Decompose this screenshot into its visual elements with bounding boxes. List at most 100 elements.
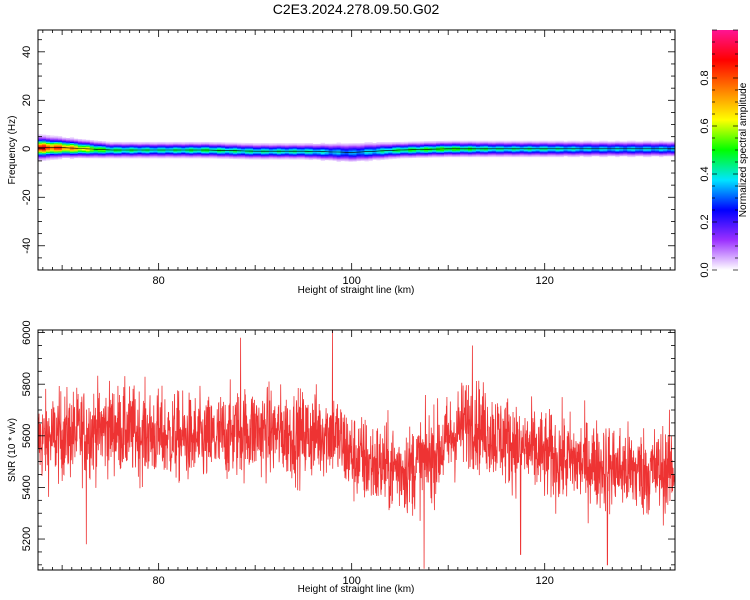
spectral-cell: [503, 140, 509, 142]
spectral-cell: [272, 153, 278, 156]
spectral-cell: [117, 148, 122, 150]
spectral-cell: [304, 147, 310, 149]
spectral-cell: [487, 151, 493, 153]
spectral-cell: [372, 153, 377, 155]
spectral-cell: [320, 156, 325, 158]
spectral-cell: [467, 149, 473, 151]
spectral-cell: [575, 155, 580, 158]
spectral-cell: [591, 151, 596, 153]
spectral-cell: [483, 140, 489, 142]
spectral-cell: [49, 154, 55, 157]
spectral-cell: [57, 146, 63, 148]
spectral-cell: [507, 155, 513, 158]
spectral-cell: [495, 150, 501, 152]
spectral-cell: [332, 144, 337, 147]
spectral-cell: [316, 149, 321, 151]
spectral-cell: [197, 150, 202, 152]
spectral-cell: [93, 144, 99, 146]
spectral-cell: [428, 144, 433, 146]
spectral-cell: [352, 146, 357, 149]
spectral-cell: [280, 144, 286, 147]
spectral-cell: [392, 141, 397, 144]
spectral-cell: [260, 151, 266, 153]
spectral-cell: [523, 140, 528, 142]
spectral-cell: [296, 149, 302, 151]
spectral-cell: [428, 143, 433, 146]
spectral-cell: [161, 157, 166, 159]
spectral-cell: [41, 135, 47, 138]
spectral-cell: [125, 150, 130, 152]
spectral-cell: [69, 152, 75, 154]
spectral-cell: [543, 151, 548, 153]
spectral-cell: [177, 152, 182, 154]
spectral-cell: [587, 147, 592, 150]
spectral-cell: [364, 147, 369, 149]
spectral-cell: [412, 155, 417, 157]
spectral-cell: [85, 140, 91, 143]
spectral-cell: [280, 147, 286, 149]
spectral-cell: [475, 140, 481, 142]
spectral-cell: [479, 152, 485, 154]
spectral-cell: [113, 142, 118, 145]
spectral-cell: [177, 154, 182, 156]
spectral-cell: [547, 146, 552, 148]
spectral-cell: [571, 140, 576, 142]
spectral-cell: [392, 142, 397, 145]
spectral-cell: [288, 147, 294, 149]
spectral-cell: [77, 149, 83, 151]
spectral-cell: [189, 150, 194, 152]
spectral-cell: [312, 155, 317, 157]
spectral-cell: [535, 151, 540, 153]
spectral-cell: [475, 143, 481, 145]
spectral-cell: [69, 138, 75, 140]
spectral-cell: [487, 140, 493, 142]
spectral-cell: [651, 147, 656, 149]
spectral-cell: [268, 154, 274, 156]
spectral-cell: [81, 140, 87, 142]
spectral-cell: [535, 145, 540, 147]
spectral-cell: [595, 143, 600, 145]
spectral-cell: [651, 141, 656, 143]
spectral-cell: [555, 145, 560, 147]
spectral-cell: [101, 141, 106, 143]
spectral-cell: [416, 141, 421, 143]
spectral-cell: [320, 151, 325, 153]
spectral-cell: [631, 151, 636, 153]
spectral-cell: [631, 145, 636, 147]
spectral-cell: [460, 153, 465, 155]
spectral-cell: [424, 147, 429, 149]
spectral-cell: [69, 153, 75, 155]
spectral-cell: [157, 142, 162, 145]
spectral-cell: [292, 157, 298, 159]
spectral-cell: [229, 147, 234, 150]
spectral-cell: [619, 150, 624, 152]
spectral-cell: [531, 147, 536, 150]
spectral-cell: [400, 156, 405, 158]
spectral-cell: [547, 141, 552, 143]
spectral-cell: [157, 154, 162, 156]
spectral-cell: [456, 154, 461, 156]
spectral-cell: [125, 154, 130, 156]
spectral-cell: [499, 150, 505, 152]
spectral-cell: [503, 152, 509, 154]
spectral-cell: [667, 149, 672, 151]
spectral-cell: [448, 145, 453, 147]
spectral-cell: [440, 148, 445, 150]
spectral-cell: [555, 146, 560, 148]
spectral-cell: [141, 142, 146, 145]
spectral-cell: [392, 153, 397, 155]
spectral-cell: [495, 143, 501, 145]
spectral-cell: [256, 158, 262, 160]
spectral-cell: [217, 152, 222, 155]
spectral-cell: [659, 143, 664, 145]
spectral-cell: [93, 150, 99, 152]
spectral-cell: [113, 146, 118, 148]
spectral-cell: [324, 151, 329, 154]
spectral-cell: [169, 150, 174, 153]
spectral-cell: [483, 142, 489, 144]
spectral-cell: [631, 142, 636, 144]
spectral-cell: [344, 153, 349, 155]
spectral-cell: [380, 158, 385, 160]
spectral-cell: [531, 155, 536, 157]
spectral-cell: [332, 159, 337, 161]
